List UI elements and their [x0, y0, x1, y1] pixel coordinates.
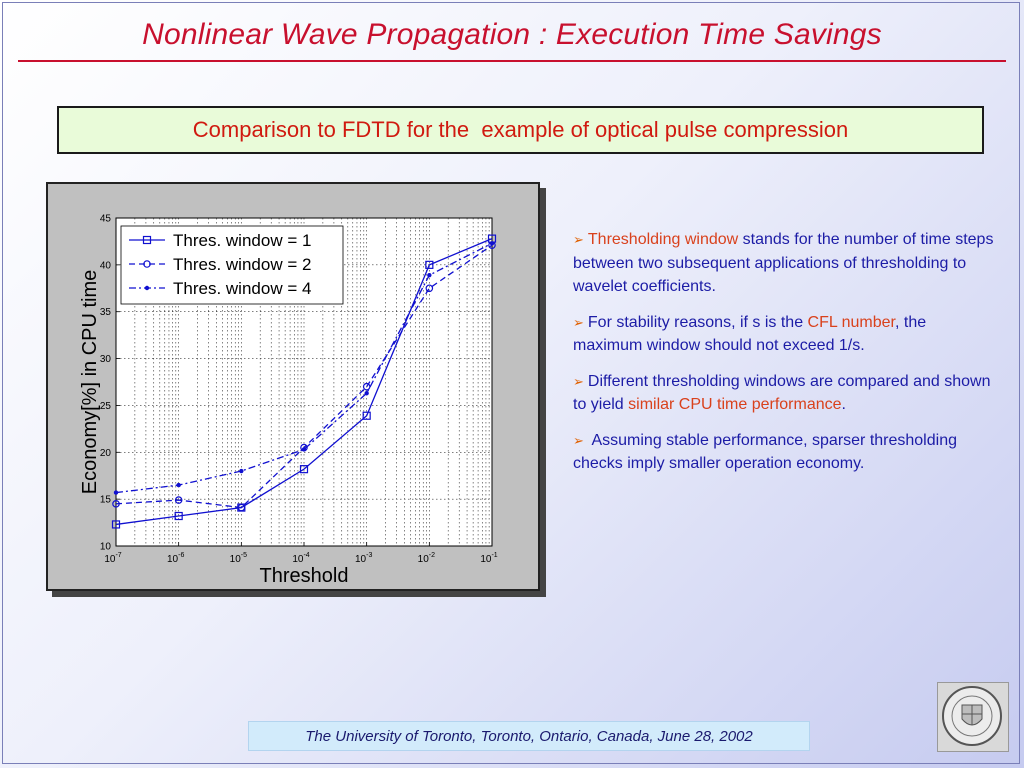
- legend-marker: [143, 260, 151, 268]
- y-tick-label: 25: [100, 401, 112, 412]
- footer-box: The University of Toronto, Toronto, Onta…: [248, 721, 810, 751]
- y-tick-label: 40: [100, 260, 112, 271]
- bullet-item: ➢ Thresholding window stands for the numb…: [573, 228, 998, 299]
- x-tick-base: 10: [104, 554, 116, 565]
- y-tick-label: 20: [100, 448, 112, 459]
- x-tick-exponent: -1: [491, 552, 497, 559]
- y-tick-label: 30: [100, 354, 112, 365]
- x-tick-base: 10: [292, 554, 304, 565]
- x-tick-label: 10-7: [104, 552, 121, 565]
- x-tick-label: 10-3: [355, 552, 372, 565]
- data-point: [425, 260, 434, 269]
- legend-marker: [144, 285, 150, 291]
- subtitle-text: Comparison to FDTD for the example of op…: [192, 117, 849, 142]
- data-point: [174, 511, 183, 521]
- data-point: [427, 272, 432, 278]
- bullet-text: Different thresholding windows are compa…: [573, 372, 991, 414]
- legend-label: Thres. window = 1: [173, 231, 311, 250]
- legend-box: [120, 225, 344, 305]
- x-tick-label: 10-2: [418, 552, 435, 565]
- x-tick-label: 10-4: [292, 552, 309, 565]
- x-tick-exponent: -5: [241, 552, 247, 559]
- x-tick-exponent: -2: [429, 552, 435, 559]
- data-point: [176, 482, 181, 488]
- y-axis-label: Economy[%] in CPU time: [79, 270, 101, 495]
- arrow-bullet-icon: ➢: [573, 432, 584, 448]
- data-point: [299, 465, 309, 474]
- y-tick-label: 15: [100, 495, 112, 506]
- x-tick-base: 10: [230, 554, 242, 565]
- x-tick-base: 10: [480, 554, 492, 565]
- series-group: [111, 234, 497, 529]
- slide-title: Nonlinear Wave Propagation : Execution T…: [142, 18, 882, 51]
- grid-lines: [116, 218, 492, 546]
- title-underline: [18, 60, 1006, 62]
- bullet-item: ➢ Different thresholding windows are comp…: [573, 370, 998, 417]
- data-point: [113, 490, 119, 495]
- bullet-highlight: CFL number: [807, 313, 895, 331]
- data-point: [362, 411, 371, 420]
- bullet-highlight: similar CPU time performance: [628, 396, 842, 413]
- series-line: [115, 238, 493, 526]
- data-point: [112, 500, 120, 508]
- arrow-bullet-icon: ➢: [573, 232, 584, 247]
- subtitle-box: Comparison to FDTD for the example of op…: [57, 106, 984, 154]
- bullet-text: , the maximum window should not exceed 1…: [573, 313, 927, 355]
- arrow-bullet-icon: ➢: [573, 373, 584, 389]
- x-tick-exponent: -3: [366, 552, 372, 559]
- bullet-text: stands for the number of time steps betw…: [573, 231, 994, 295]
- x-tick-label: 10-5: [230, 552, 247, 565]
- x-tick-base: 10: [167, 554, 179, 565]
- data-point: [425, 284, 434, 293]
- bullet-highlight: Thresholding window: [587, 231, 739, 248]
- x-tick-label: 10-1: [480, 552, 497, 565]
- x-tick-base: 10: [418, 554, 430, 565]
- data-point: [239, 468, 244, 474]
- x-tick-exponent: -4: [303, 552, 309, 559]
- data-point: [489, 241, 495, 246]
- x-axis-label: Threshold: [260, 565, 349, 587]
- bullet-text: .: [841, 396, 846, 413]
- figure-panel: 10 15 20 25 30 35 40 45 10-7 10-6 10-5 10-4 10-3 10-2…: [46, 182, 540, 591]
- series-group: [113, 241, 495, 495]
- arrow-bullet-icon: ➢: [573, 314, 584, 330]
- university-seal-icon: [942, 686, 1002, 746]
- x-tick-label: 10-6: [167, 552, 184, 565]
- data-point: [174, 496, 183, 504]
- bullet-list: ➢ Thresholding window stands for the numb…: [573, 228, 998, 488]
- data-point: [364, 391, 369, 396]
- footer-text: The University of Toronto, Toronto, Onta…: [305, 727, 753, 745]
- university-seal: [937, 682, 1009, 752]
- y-tick-label: 10: [100, 542, 112, 553]
- bullet-item: ➢ For stability reasons, if s is the CFL …: [573, 311, 998, 358]
- legend-label: Thres. window = 2: [173, 255, 311, 274]
- data-point: [237, 503, 246, 512]
- bullet-text: Assuming stable performance, sparser thr…: [573, 431, 957, 473]
- legend-label: Thres. window = 4: [173, 279, 311, 298]
- x-tick-exponent: -7: [115, 552, 121, 559]
- y-tick-label: 35: [100, 307, 112, 318]
- x-tick-exponent: -6: [178, 552, 184, 559]
- legend-marker: [142, 235, 152, 245]
- bullet-text: For stability reasons, if s is the: [587, 313, 808, 331]
- data-point: [111, 520, 121, 529]
- y-tick-label: 45: [100, 214, 112, 225]
- x-tick-base: 10: [355, 554, 367, 565]
- bullet-item: ➢ Assuming stable performance, sparser t…: [573, 429, 998, 476]
- data-point: [301, 447, 307, 452]
